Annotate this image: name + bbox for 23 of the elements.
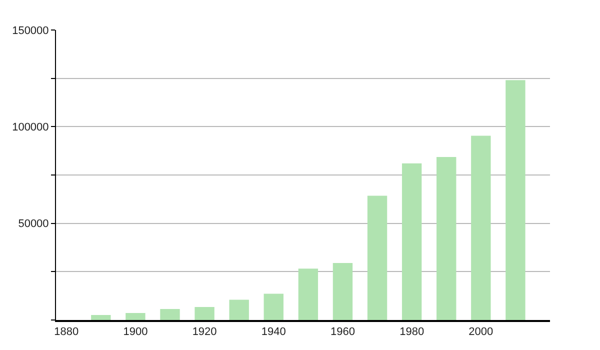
bar [402,163,422,320]
bar [298,268,318,320]
bar [91,314,111,320]
y-tick-label: 100000 [12,122,49,134]
bar [506,80,526,320]
bar [160,308,180,320]
bar [126,313,146,320]
x-tick-label: 1940 [261,326,286,338]
bar [194,307,214,320]
x-tick-label: 1960 [330,326,355,338]
y-tick-label: 150000 [12,24,49,37]
y-tick-label: 50000 [18,218,49,230]
bar [436,157,456,320]
x-tick-label: 1900 [123,326,148,338]
x-tick-label: 1980 [400,326,424,338]
bar [367,196,388,320]
bar [332,262,353,320]
bar [264,294,284,320]
bar [229,300,249,320]
x-tick-label: 1880 [54,326,79,338]
bar [471,136,491,320]
x-tick-label: 2000 [468,326,494,338]
x-tick-label: 1920 [192,326,217,338]
